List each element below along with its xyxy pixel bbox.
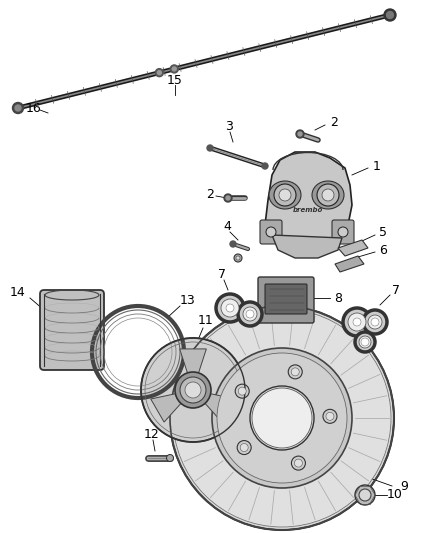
Text: 8: 8 [334, 292, 342, 304]
Circle shape [338, 227, 348, 237]
Circle shape [226, 196, 230, 200]
FancyBboxPatch shape [265, 284, 307, 314]
Circle shape [221, 299, 239, 317]
FancyBboxPatch shape [258, 277, 314, 323]
Circle shape [363, 310, 387, 334]
Text: 6: 6 [379, 244, 387, 256]
FancyBboxPatch shape [260, 220, 282, 244]
Circle shape [326, 413, 334, 421]
Circle shape [296, 130, 304, 138]
Circle shape [175, 372, 211, 408]
Text: 10: 10 [387, 489, 403, 502]
Circle shape [212, 348, 352, 488]
Polygon shape [338, 240, 368, 256]
Text: 11: 11 [198, 313, 214, 327]
Text: brembo: brembo [293, 207, 323, 213]
Text: 12: 12 [144, 427, 160, 440]
Circle shape [291, 456, 305, 470]
Circle shape [359, 489, 371, 501]
Text: 15: 15 [167, 75, 183, 87]
Circle shape [359, 336, 371, 348]
Circle shape [266, 227, 276, 237]
Circle shape [371, 318, 379, 326]
Polygon shape [265, 152, 352, 245]
Circle shape [384, 9, 396, 21]
Circle shape [180, 377, 206, 403]
Text: 2: 2 [330, 117, 338, 130]
Circle shape [348, 313, 366, 331]
Circle shape [237, 441, 251, 455]
Polygon shape [151, 391, 189, 422]
Circle shape [207, 145, 213, 151]
Polygon shape [272, 235, 342, 258]
Circle shape [279, 189, 291, 201]
Text: 13: 13 [180, 294, 196, 306]
Circle shape [15, 105, 21, 111]
Circle shape [157, 71, 161, 75]
Circle shape [230, 241, 236, 247]
Circle shape [172, 67, 176, 71]
Text: 7: 7 [218, 269, 226, 281]
Circle shape [386, 12, 393, 19]
Polygon shape [197, 391, 235, 422]
Ellipse shape [312, 181, 344, 209]
Text: 9: 9 [400, 480, 408, 492]
Polygon shape [335, 256, 364, 272]
Circle shape [170, 306, 394, 530]
Circle shape [141, 338, 245, 442]
Circle shape [355, 485, 375, 505]
Circle shape [288, 365, 302, 379]
Circle shape [170, 65, 178, 73]
Circle shape [238, 302, 262, 326]
Circle shape [185, 382, 201, 398]
Text: 7: 7 [392, 284, 400, 296]
Circle shape [368, 315, 382, 329]
Text: 3: 3 [225, 120, 233, 133]
Circle shape [250, 386, 314, 450]
Ellipse shape [269, 181, 301, 209]
Text: 4: 4 [223, 221, 231, 233]
Circle shape [353, 318, 361, 326]
Text: 16: 16 [26, 102, 42, 116]
Text: 2: 2 [206, 189, 214, 201]
Circle shape [243, 307, 257, 321]
Circle shape [291, 368, 299, 376]
Circle shape [246, 310, 254, 318]
Polygon shape [180, 349, 206, 384]
Circle shape [298, 132, 302, 136]
Circle shape [323, 409, 337, 423]
Circle shape [217, 353, 347, 483]
FancyBboxPatch shape [332, 220, 354, 244]
Circle shape [274, 184, 296, 206]
Circle shape [13, 102, 24, 114]
Circle shape [238, 387, 246, 395]
Circle shape [317, 184, 339, 206]
Circle shape [235, 384, 249, 398]
Circle shape [236, 256, 240, 260]
Circle shape [166, 455, 173, 462]
Circle shape [355, 332, 375, 352]
Circle shape [262, 163, 268, 169]
Circle shape [216, 294, 244, 322]
Text: 5: 5 [379, 227, 387, 239]
Circle shape [343, 308, 371, 336]
Circle shape [224, 194, 232, 202]
Circle shape [226, 304, 234, 312]
Circle shape [252, 388, 312, 448]
Text: 14: 14 [10, 286, 26, 298]
Circle shape [155, 69, 163, 77]
Circle shape [240, 443, 248, 451]
FancyBboxPatch shape [40, 290, 104, 370]
Circle shape [294, 459, 302, 467]
Circle shape [361, 338, 369, 346]
Circle shape [173, 309, 391, 527]
Text: 1: 1 [373, 159, 381, 173]
Circle shape [322, 189, 334, 201]
Circle shape [234, 254, 242, 262]
